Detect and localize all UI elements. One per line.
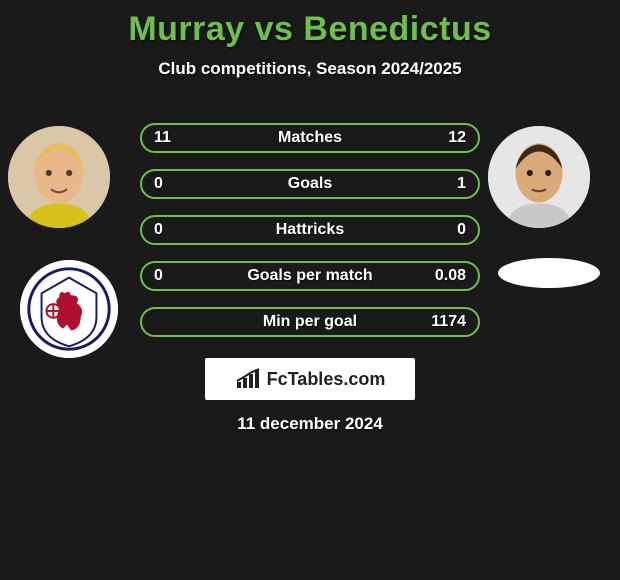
player-right-avatar (488, 126, 590, 228)
club-right-badge (498, 258, 600, 288)
page-title: Murray vs Benedictus (0, 0, 620, 49)
stat-label: Hattricks (276, 221, 344, 239)
stat-row: 0 Goals per match 0.08 (140, 261, 480, 291)
club-left-badge (20, 260, 118, 358)
stat-right-value: 0.08 (435, 267, 466, 285)
stat-left-value: 0 (154, 175, 163, 193)
comparison-card: Murray vs Benedictus Club competitions, … (0, 0, 620, 79)
stats-block: 11 Matches 12 0 Goals 1 0 Hattricks 0 0 Goals per … (140, 123, 480, 353)
subtitle: Club competitions, Season 2024/2025 (0, 59, 620, 79)
stat-row: 0 Hattricks 0 (140, 215, 480, 245)
stat-label: Goals per match (247, 267, 372, 285)
stat-right-value: 1 (457, 175, 466, 193)
stat-left-value: 11 (154, 129, 171, 147)
player-left-avatar (8, 126, 110, 228)
stat-row: Min per goal 1174 (140, 307, 480, 337)
player-right-portrait-icon (488, 126, 590, 228)
stat-label: Matches (278, 129, 342, 147)
stat-label: Min per goal (263, 313, 357, 331)
stat-left-value: 0 (154, 267, 163, 285)
stat-left-value: 0 (154, 221, 163, 239)
date-text: 11 december 2024 (0, 414, 620, 434)
stat-row: 11 Matches 12 (140, 123, 480, 153)
club-left-crest-icon (20, 260, 118, 358)
stat-right-value: 0 (457, 221, 466, 239)
player-left-portrait-icon (8, 126, 110, 228)
branding-text: FcTables.com (267, 369, 386, 390)
stat-right-value: 1174 (431, 313, 466, 331)
bar-chart-icon (235, 368, 261, 390)
stat-row: 0 Goals 1 (140, 169, 480, 199)
stat-right-value: 12 (448, 129, 466, 147)
stat-label: Goals (288, 175, 332, 193)
branding-badge: FcTables.com (205, 358, 415, 400)
